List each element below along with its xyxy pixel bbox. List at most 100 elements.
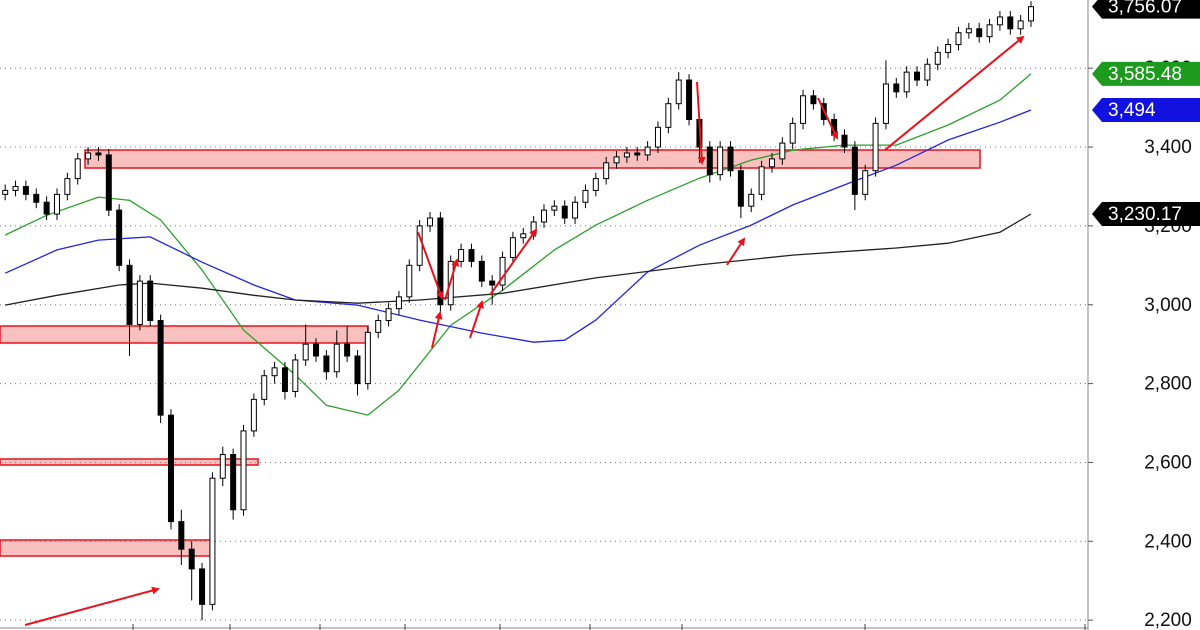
arrow [696, 81, 706, 165]
moving-average-line [4, 109, 1032, 343]
candle-body [12, 185, 19, 191]
candle-body [219, 454, 226, 479]
candle-body [572, 201, 579, 219]
candle-body [147, 280, 154, 322]
candle-body [582, 189, 589, 203]
candle-body [986, 24, 993, 38]
x-axis [0, 624, 1088, 630]
candle-body [1028, 6, 1035, 22]
candle-body [872, 122, 879, 172]
candle-body [43, 201, 50, 215]
candle-body [499, 256, 506, 286]
candle-body [934, 51, 941, 65]
candle-body [1007, 16, 1014, 30]
candle-body [385, 308, 392, 322]
candle-body [800, 95, 807, 124]
candle-body [945, 44, 952, 53]
candle-body [188, 548, 195, 570]
candle-body [810, 95, 817, 105]
arrow [24, 586, 160, 626]
candle-body [623, 152, 630, 158]
candle-body [758, 166, 765, 195]
candle-body [748, 193, 755, 207]
y-tick-label: 3,000 [1144, 295, 1192, 316]
candle-body [427, 217, 434, 227]
candle-body [603, 162, 610, 180]
arrow [726, 237, 746, 266]
candle-body [717, 146, 724, 176]
arrow [469, 300, 484, 339]
price-label: 3,230.17 [1108, 204, 1182, 225]
candle-body [230, 454, 237, 511]
candle-body [924, 63, 931, 81]
zone [0, 325, 369, 344]
price-label: 3,756.07 [1108, 0, 1182, 18]
candle-body [105, 154, 112, 211]
candle-body [458, 249, 465, 262]
candle-body [789, 122, 796, 144]
candle-body [136, 280, 143, 325]
candle-body [364, 331, 371, 385]
candle-body [74, 158, 81, 180]
candle-body [323, 355, 330, 373]
candle-body [489, 280, 496, 286]
candle-body [240, 430, 247, 511]
candle-body [375, 320, 382, 333]
price-label: 3,585.48 [1108, 64, 1182, 85]
y-tick-label: 2,400 [1144, 531, 1192, 552]
candle-body [250, 398, 257, 432]
candle-body [209, 477, 216, 605]
candle-body [520, 233, 527, 239]
y-tick-label: 2,600 [1144, 452, 1192, 473]
price-label-box [1092, 0, 1200, 19]
candle-body [354, 355, 361, 385]
candle-body [178, 521, 185, 550]
arrow [417, 231, 444, 300]
candle-body [167, 414, 174, 523]
y-tick-label: 2,800 [1144, 374, 1192, 395]
candle-body [199, 568, 206, 605]
candle-body [64, 178, 71, 195]
candle-body [302, 343, 309, 361]
candle-body [95, 152, 102, 156]
candle-body [53, 193, 60, 215]
y-tick-label: 3,400 [1144, 137, 1192, 158]
price-label-box [1092, 97, 1200, 122]
candle-body [882, 83, 889, 124]
candle-body [592, 178, 599, 191]
annotations [24, 35, 1025, 626]
candle-body [727, 146, 734, 172]
candle-body [654, 126, 661, 148]
price-labels: 3,756.07 3,585.48 3,494 3,230.17 [1092, 0, 1200, 227]
candle-body [1017, 20, 1024, 30]
candle-body [478, 260, 485, 282]
candle-body [416, 225, 423, 266]
candle-body [271, 367, 278, 377]
candle-body [675, 79, 682, 105]
arrow [444, 258, 460, 301]
candle-body [965, 28, 972, 34]
price-label-box [1092, 202, 1200, 227]
candle-body [851, 146, 858, 195]
candle-body [333, 343, 340, 373]
candle-body [126, 264, 133, 325]
candle-body [634, 152, 641, 156]
candle-body [665, 103, 672, 128]
candle-body [406, 264, 413, 298]
candle-body [551, 205, 558, 211]
candle-body [862, 170, 869, 195]
candle-body [893, 83, 900, 93]
candle-body [33, 193, 40, 203]
candle-body [686, 79, 693, 120]
zone [0, 458, 259, 466]
candle-body [468, 249, 475, 262]
candle-body [914, 71, 921, 81]
candle-body [85, 152, 92, 160]
candle-body [955, 32, 962, 46]
candle-body [313, 343, 320, 357]
arrow [817, 97, 839, 140]
candle-body [613, 156, 620, 164]
candle-body [644, 146, 651, 156]
price-label: 3,494 [1108, 100, 1156, 121]
